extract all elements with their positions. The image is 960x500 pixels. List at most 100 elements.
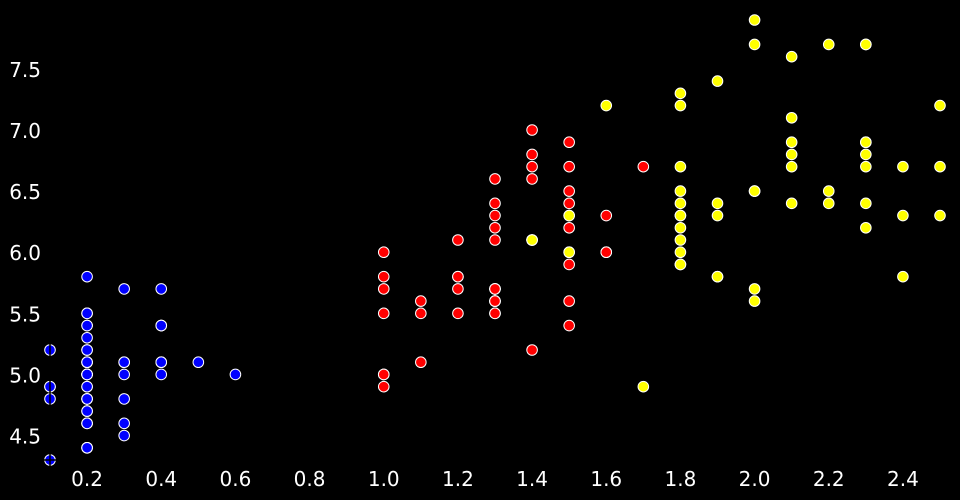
data-point-series-1: [377, 380, 390, 393]
data-point-series-0: [155, 283, 168, 295]
data-point-series-1: [637, 160, 650, 173]
y-tick-label: 7.0: [9, 119, 41, 143]
data-point-series-2: [748, 283, 761, 295]
data-point-series-0: [81, 319, 93, 332]
data-point-series-2: [748, 185, 761, 197]
data-point-series-2: [711, 197, 724, 210]
data-point-series-0: [229, 368, 242, 381]
data-point-series-2: [785, 50, 798, 63]
data-point-series-1: [526, 173, 538, 185]
data-point-series-2: [897, 209, 909, 222]
data-point-series-1: [415, 307, 427, 320]
y-tick-label: 5.5: [9, 302, 41, 326]
data-point-series-1: [489, 283, 501, 295]
data-point-series-2: [674, 234, 687, 246]
data-point-series-2: [934, 160, 946, 173]
data-point-series-2: [674, 87, 687, 100]
data-point-series-1: [377, 270, 390, 283]
data-point-series-1: [526, 148, 538, 161]
data-point-series-2: [674, 185, 687, 197]
data-point-series-1: [489, 307, 501, 320]
data-point-series-2: [748, 295, 761, 307]
data-point-series-1: [563, 197, 575, 210]
data-point-series-0: [81, 393, 93, 405]
x-tick-label: 2.0: [739, 467, 771, 491]
data-point-series-2: [860, 136, 872, 149]
data-point-series-0: [118, 393, 130, 405]
data-point-series-2: [897, 160, 909, 173]
data-point-series-2: [674, 246, 687, 259]
data-point-series-0: [118, 417, 130, 430]
x-tick-label: 0.4: [145, 467, 177, 491]
data-point-series-1: [600, 209, 613, 222]
data-point-series-2: [748, 38, 761, 51]
x-tick-label: 1.8: [665, 467, 697, 491]
data-point-series-2: [860, 38, 872, 51]
data-point-series-2: [711, 209, 724, 222]
data-point-series-2: [674, 197, 687, 210]
y-tick-label: 7.5: [9, 58, 41, 82]
x-tick-label: 1.6: [590, 467, 622, 491]
x-tick-label: 0.8: [294, 467, 326, 491]
y-tick-label: 6.0: [9, 241, 41, 265]
data-points: [44, 14, 946, 466]
data-point-series-2: [711, 270, 724, 283]
data-point-series-1: [452, 234, 464, 246]
data-point-series-0: [155, 368, 168, 381]
data-point-series-0: [81, 380, 93, 393]
data-point-series-1: [415, 295, 427, 307]
x-tick-label: 2.2: [813, 467, 845, 491]
x-axis-ticks: 0.2 0.4 0.6 0.8 1.0 1.2 1.4 1.6 1.8 2.0 2.2 2.4: [71, 467, 919, 491]
data-point-series-2: [711, 75, 724, 87]
data-point-series-2: [934, 99, 946, 112]
x-tick-label: 0.2: [71, 467, 103, 491]
data-point-series-1: [452, 270, 464, 283]
data-point-series-1: [377, 246, 390, 259]
data-point-series-1: [600, 246, 613, 259]
data-point-series-2: [860, 197, 872, 210]
data-point-series-0: [81, 344, 93, 356]
y-tick-label: 5.0: [9, 363, 41, 387]
data-point-series-2: [822, 38, 835, 51]
data-point-series-2: [637, 380, 650, 393]
data-point-series-0: [81, 417, 93, 430]
data-point-series-0: [192, 356, 205, 369]
data-point-series-1: [563, 221, 575, 234]
data-point-series-2: [822, 185, 835, 197]
x-tick-label: 2.4: [887, 467, 919, 491]
data-point-series-1: [563, 185, 575, 197]
x-tick-label: 1.0: [368, 467, 400, 491]
data-point-series-1: [377, 368, 390, 381]
data-point-series-0: [81, 356, 93, 369]
data-point-series-1: [489, 209, 501, 222]
data-point-series-0: [155, 356, 168, 369]
data-point-series-2: [674, 209, 687, 222]
data-point-series-2: [897, 270, 909, 283]
data-point-series-2: [674, 99, 687, 112]
data-point-series-0: [155, 319, 168, 332]
data-point-series-2: [600, 99, 613, 112]
x-tick-label: 1.2: [442, 467, 474, 491]
data-point-series-2: [785, 197, 798, 210]
data-point-series-0: [81, 405, 93, 417]
data-point-series-1: [377, 307, 390, 320]
data-point-series-2: [934, 209, 946, 222]
data-point-series-1: [489, 197, 501, 210]
data-point-series-1: [563, 160, 575, 173]
data-point-series-2: [785, 160, 798, 173]
data-point-series-2: [785, 148, 798, 161]
data-point-series-1: [452, 283, 464, 295]
data-point-series-1: [415, 356, 427, 369]
data-point-series-0: [118, 283, 130, 295]
data-point-series-2: [785, 136, 798, 149]
data-point-series-1: [489, 295, 501, 307]
data-point-series-2: [674, 160, 687, 173]
data-point-series-0: [118, 368, 130, 381]
data-point-series-2: [563, 246, 575, 259]
data-point-series-2: [822, 197, 835, 210]
data-point-series-0: [81, 307, 93, 320]
data-point-series-0: [118, 429, 130, 442]
data-point-series-2: [785, 111, 798, 124]
data-point-series-2: [860, 160, 872, 173]
